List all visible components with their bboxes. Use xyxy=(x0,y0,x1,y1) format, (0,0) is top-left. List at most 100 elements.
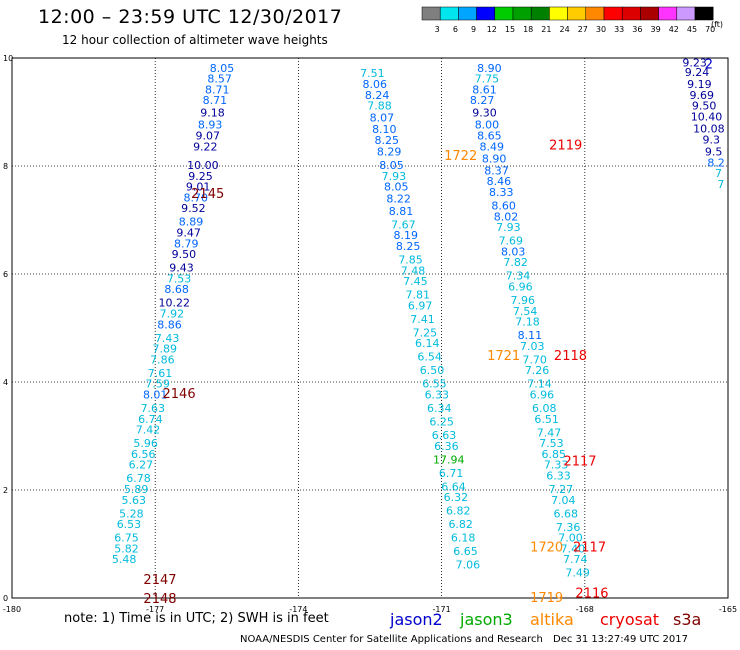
wave-height-label: 7.69 xyxy=(499,235,524,248)
wave-height-label: 7.00 xyxy=(558,532,583,545)
wave-height-label: 8.22 xyxy=(386,192,411,205)
wave-height-label: 6.78 xyxy=(126,472,151,485)
wave-height-label: 8.37 xyxy=(484,164,509,177)
color-scale-swatch xyxy=(549,6,568,21)
wave-height-label: 7.67 xyxy=(391,218,416,231)
wave-height-label: 7.88 xyxy=(367,100,392,113)
wave-height-label: 5.63 xyxy=(121,494,146,507)
wave-height-label: 6.82 xyxy=(448,518,473,531)
wave-height-label: 9.3 xyxy=(703,134,721,147)
wave-height-label: 6.55 xyxy=(422,378,447,391)
wave-height-label: 8.60 xyxy=(491,200,516,213)
x-tick-label: -180 xyxy=(3,605,21,614)
wave-height-label: 6.14 xyxy=(415,337,440,350)
color-scale-label: 21 xyxy=(541,25,551,34)
wave-height-label: 8.00 xyxy=(475,119,500,132)
wave-height-label: 8.10 xyxy=(372,123,397,136)
wave-height-label: 8.93 xyxy=(198,119,223,132)
color-scale-label: 30 xyxy=(596,25,606,34)
color-scale-swatch xyxy=(530,6,550,21)
plot-frame xyxy=(11,57,729,599)
wave-height-label: 7 xyxy=(717,178,724,191)
wave-height-label: 6.32 xyxy=(444,491,469,504)
pass-number-label: 2119 xyxy=(549,138,582,153)
wave-height-label: 6.64 xyxy=(441,480,466,493)
pass-number-label: 2118 xyxy=(554,349,587,364)
wave-height-label: 7.89 xyxy=(152,343,177,356)
color-scale-label: 18 xyxy=(523,25,533,34)
color-scale-label: 9 xyxy=(471,25,476,34)
wave-height-label: 5.96 xyxy=(133,437,158,450)
y-tick-label: 8 xyxy=(3,162,8,171)
wave-height-label: 8.05 xyxy=(379,159,404,172)
color-scale-label: 42 xyxy=(669,25,679,34)
wave-height-label: 9.07 xyxy=(195,129,220,142)
y-tick-label: 0 xyxy=(3,594,8,603)
legend-jason3: jason3 xyxy=(460,610,513,629)
wave-height-label: 7.40 xyxy=(561,542,586,555)
color-scale-label: 45 xyxy=(687,25,697,34)
color-scale-swatch xyxy=(439,6,459,21)
wave-height-label: 7.53 xyxy=(167,272,192,285)
wave-height-label: 9.22 xyxy=(193,141,218,154)
wave-height-label: 8.27 xyxy=(470,94,495,107)
wave-height-label: 6.53 xyxy=(117,518,142,531)
wave-height-label: 7.06 xyxy=(456,559,481,572)
wave-height-label: 8.06 xyxy=(363,78,388,91)
footer-credit: NOAA/NESDIS Center for Satellite Applica… xyxy=(240,634,543,645)
wave-height-label: 7.82 xyxy=(503,256,528,269)
x-tick-label: -174 xyxy=(289,605,307,614)
pass-number-label: 2116 xyxy=(575,587,608,602)
wave-height-label: 9.25 xyxy=(188,170,213,183)
wave-height-label: 6.97 xyxy=(408,299,433,312)
color-scale-swatch xyxy=(676,6,696,21)
wave-height-label: 6.75 xyxy=(114,532,139,545)
color-scale-label: 33 xyxy=(614,25,624,34)
wave-height-label: 7.93 xyxy=(382,170,407,183)
color-scale-swatch xyxy=(567,6,587,21)
footer-note: note: 1) Time is in UTC; 2) SWH is in fe… xyxy=(64,611,329,626)
pass-number-label: 1720 xyxy=(530,541,563,556)
wave-height-label: 6.74 xyxy=(138,413,163,426)
wave-height-label: 7.14 xyxy=(527,378,552,391)
wave-height-label: 5.82 xyxy=(114,542,139,555)
wave-height-label: 7.54 xyxy=(513,305,538,318)
wave-height-label: 6.36 xyxy=(434,440,459,453)
color-scale-label: 24 xyxy=(560,25,570,34)
wave-height-label: 8.01 xyxy=(143,389,168,402)
wave-height-label: 6.82 xyxy=(446,505,471,518)
wave-height-label: 6.27 xyxy=(129,459,154,472)
wave-height-label: 9.43 xyxy=(169,262,194,275)
wave-height-label: 7.26 xyxy=(525,364,550,377)
color-scale-swatch xyxy=(458,6,477,21)
color-scale-label: 27 xyxy=(578,25,588,34)
wave-height-label: 7.96 xyxy=(510,294,535,307)
legend-jason2: jason2 xyxy=(390,610,443,629)
wave-height-label: 8.61 xyxy=(472,83,497,96)
wave-height-label: 7.59 xyxy=(145,378,170,391)
wave-height-label: 9.47 xyxy=(176,227,201,240)
wave-height-label: 6.18 xyxy=(451,532,476,545)
wave-height-label: 6.33 xyxy=(425,389,450,402)
wave-height-label: 8.25 xyxy=(374,134,399,147)
color-scale-label: 6 xyxy=(453,25,458,34)
wave-height-label: 8.90 xyxy=(477,62,502,75)
wave-height-label: 8.19 xyxy=(394,229,419,242)
wave-height-label: 6.65 xyxy=(453,545,478,558)
wave-height-label: 8.07 xyxy=(370,111,395,124)
wave-height-label: 9.24 xyxy=(685,66,710,79)
wave-height-label: 6.68 xyxy=(553,507,578,520)
wave-height-label: 7.27 xyxy=(549,483,574,496)
wave-height-label: 10.00 xyxy=(187,159,219,172)
wave-height-label: 8.03 xyxy=(501,245,526,258)
wave-height-label: 5.48 xyxy=(112,553,137,566)
wave-height-label: 7.36 xyxy=(556,521,581,534)
wave-height-label: 6.50 xyxy=(420,364,445,377)
wave-height-label: 7.92 xyxy=(160,308,185,321)
color-scale-swatch xyxy=(603,6,623,21)
wave-height-label: 10.08 xyxy=(693,122,725,135)
wave-height-label: 7.41 xyxy=(410,313,435,326)
wave-height-label: 8.68 xyxy=(164,283,189,296)
color-scale-swatch xyxy=(640,6,659,21)
x-tick-label: -165 xyxy=(719,605,737,614)
